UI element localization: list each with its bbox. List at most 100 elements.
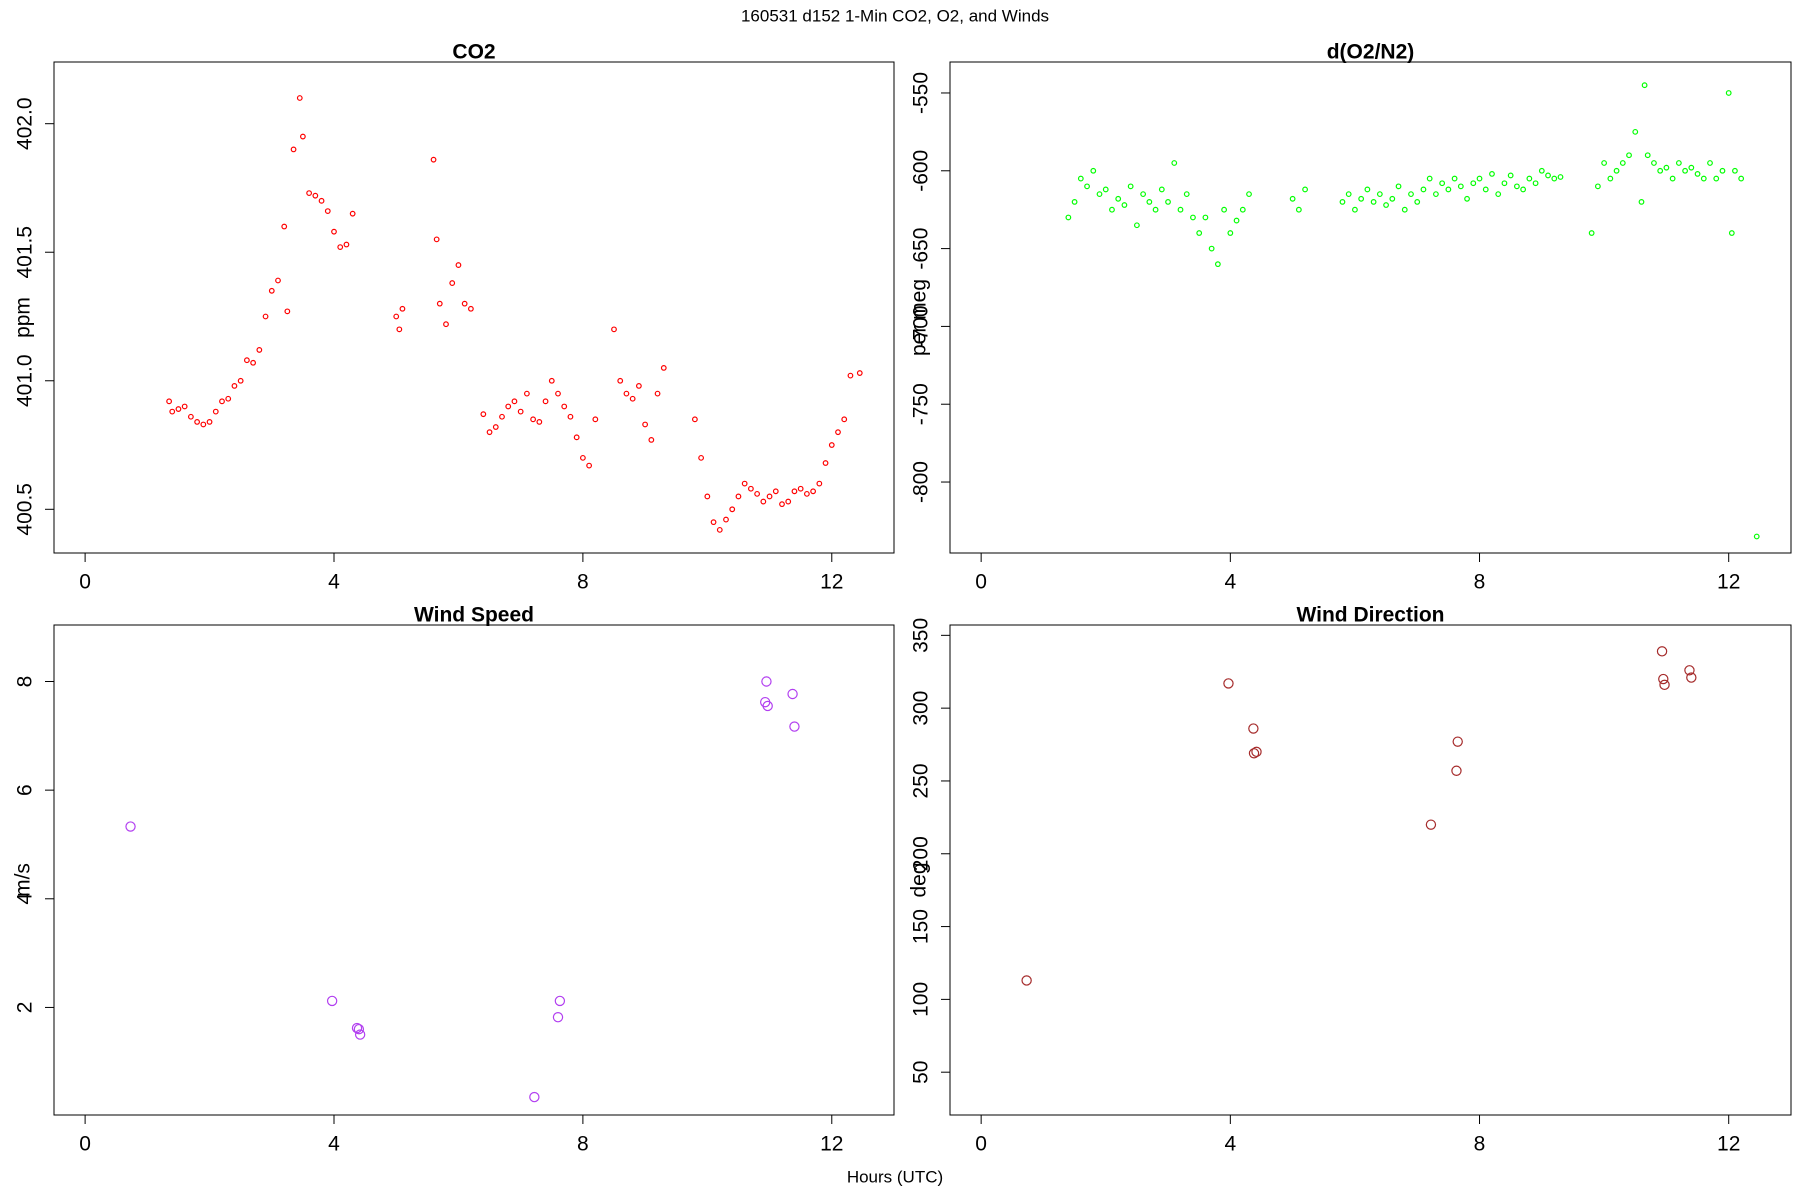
data-point [1501,180,1508,187]
data-point [1251,746,1262,758]
data-point [517,408,524,415]
data-point [296,95,303,101]
data-point [219,398,225,405]
data-point [766,493,773,500]
data-point [1619,160,1626,166]
data-point [797,485,804,492]
data-point [803,490,810,497]
data-point [455,262,462,268]
y-tick-label: 2 [14,1002,37,1014]
data-point [523,390,530,397]
data-point [393,313,400,320]
plot-frame [53,61,895,554]
data-point [324,208,331,214]
y-tick-label: 100 [910,982,933,1017]
data-point [1133,222,1140,229]
data-point [1248,723,1259,734]
data-point [1659,679,1670,691]
data-point [611,326,617,333]
data-point [1439,180,1446,187]
data-point [841,416,848,423]
data-point [1202,214,1209,221]
data-point [1694,170,1701,177]
data-point [1302,186,1308,193]
data-point [1177,206,1184,213]
data-point [1121,202,1128,208]
y-tick-label: -700 [910,305,933,347]
y-tick-label: 250 [910,763,933,798]
data-point [499,413,505,420]
y-tick-label: 150 [910,909,933,944]
data-point [810,488,817,495]
data-point [828,442,835,448]
data-point [847,372,854,379]
data-point [548,377,555,384]
data-point [443,321,449,328]
panel-title: Wind Speed [414,604,534,627]
data-point [760,498,767,505]
data-point [648,436,655,443]
data-point [1227,230,1234,236]
data-point [573,434,580,441]
data-point [592,416,599,423]
y-axis-label: ppm [12,297,35,338]
data-point [567,413,574,420]
data-point [461,300,468,307]
data-point [1656,646,1668,657]
data-point [1408,191,1414,198]
x-tick-label: 0 [975,571,987,594]
data-point [629,395,636,402]
data-point [1663,164,1670,171]
data-point [1452,736,1463,747]
data-point [430,156,437,163]
data-point [511,398,518,405]
data-point [1638,199,1645,205]
data-point [704,493,711,500]
data-point [1233,217,1240,224]
data-point [212,408,219,415]
x-axis-label: Hours (UTC) [847,1167,943,1186]
data-point [1507,172,1514,179]
data-point [691,416,698,423]
data-point [1090,167,1097,174]
data-point [1425,819,1437,830]
y-axis-label: m/s [12,863,35,897]
data-point [1658,673,1669,685]
data-point [1700,175,1707,182]
data-point [1551,175,1558,182]
data-point [1545,172,1551,179]
data-point [789,721,800,732]
data-point [1248,748,1260,759]
data-point [1345,191,1352,198]
x-tick-label: 0 [79,571,91,594]
data-point [1158,186,1165,193]
y-tick-label: -650 [910,228,933,270]
data-point [1096,191,1103,198]
data-point [529,1091,540,1103]
data-point [791,488,798,495]
x-tick-label: 4 [328,571,340,594]
data-point [561,403,568,410]
data-point [1719,167,1726,174]
data-point [299,133,306,140]
data-point [436,300,443,307]
data-point [181,403,188,410]
data-point [1084,183,1090,190]
data-point [1146,199,1153,205]
data-point [1686,672,1697,683]
data-point [467,305,474,312]
data-point [1728,230,1735,236]
data-point [552,1012,564,1023]
data-point [1246,191,1252,198]
data-point [354,1029,366,1040]
data-point [1065,214,1072,221]
data-point [1196,230,1203,236]
data-point [723,516,729,523]
data-point [1376,191,1383,198]
data-point [1482,186,1489,193]
data-point [542,398,549,405]
data-point [1077,175,1084,182]
data-point [237,377,244,384]
data-point [396,326,403,333]
